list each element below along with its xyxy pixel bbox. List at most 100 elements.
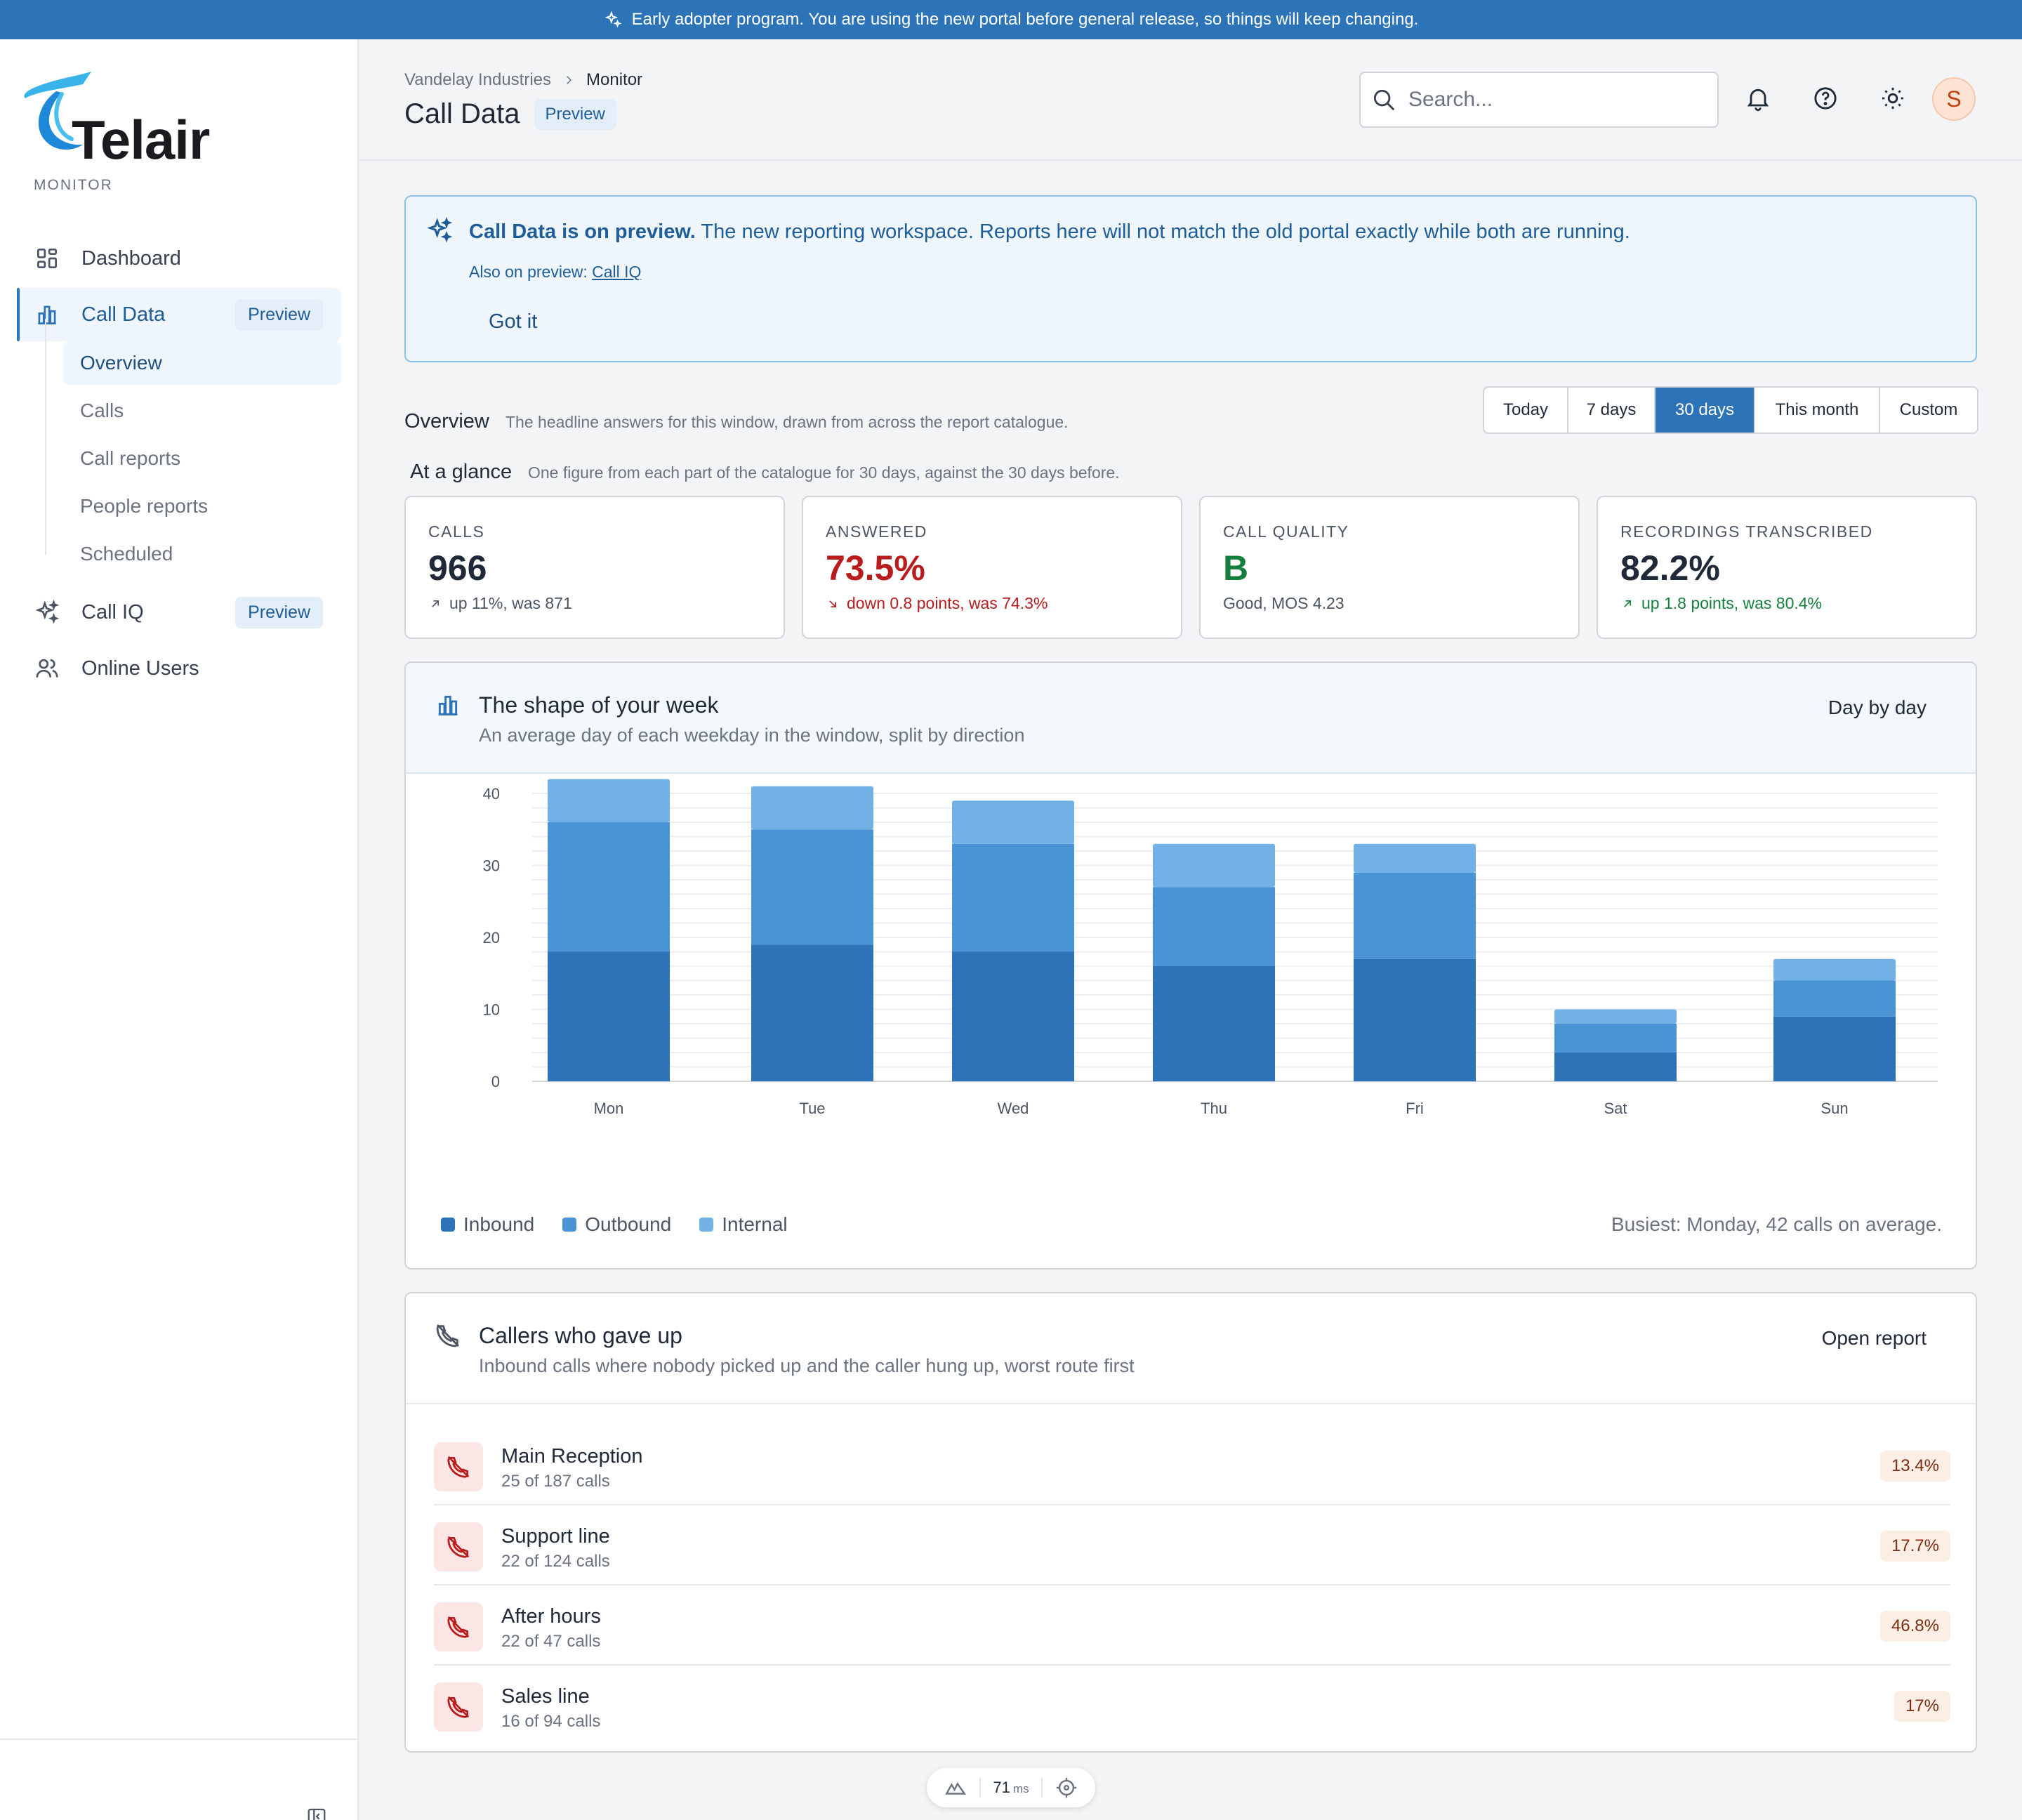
users-icon	[36, 659, 58, 678]
kpi-trend: Good, MOS 4.23	[1223, 594, 1344, 613]
preview-badge: Preview	[235, 298, 323, 331]
theme-sun-icon[interactable]	[1879, 84, 1907, 112]
header-divider	[359, 159, 2022, 161]
route-calls: 16 of 94 calls	[501, 1712, 601, 1731]
legend-swatch	[562, 1218, 577, 1232]
search-input[interactable]: Search...	[1359, 72, 1719, 128]
bar-internal-sun	[1773, 958, 1896, 981]
bar-inbound-thu	[1153, 966, 1275, 1081]
bar-internal-sat	[1554, 1009, 1677, 1024]
kpi-value: B	[1223, 548, 1249, 588]
kpi-trend-text: up 11%, was 871	[449, 594, 572, 612]
got-it-button[interactable]: Got it	[489, 310, 538, 333]
perf-separator	[979, 1778, 982, 1798]
perf-value: 71 ms	[993, 1779, 1029, 1797]
bar-internal-thu	[1153, 843, 1275, 888]
perf-separator	[1040, 1778, 1043, 1798]
kpi-trend: up 11%, was 871	[428, 594, 572, 613]
legend-swatch	[699, 1218, 714, 1232]
route-calls: 22 of 47 calls	[501, 1632, 601, 1651]
sidebar: Telair MONITOR Dashboard Call Data Previ…	[0, 39, 359, 1820]
kpi-card-answered[interactable]: ANSWERED 73.5% down 0.8 points, was 74.3…	[802, 496, 1182, 639]
x-tick-label: Mon	[594, 1100, 624, 1117]
arrow-down-right-icon	[829, 600, 836, 607]
legend-label: Outbound	[585, 1213, 672, 1235]
day-by-day-button[interactable]: Day by day	[1828, 697, 1927, 718]
preview-badge: Preview	[235, 596, 323, 628]
legend-item-outbound[interactable]: Outbound	[562, 1213, 671, 1236]
bar-internal-fri	[1354, 843, 1476, 873]
logo-swoosh-icon	[24, 72, 91, 150]
kpi-label: RECORDINGS TRANSCRIBED	[1620, 522, 1873, 541]
range-7-days[interactable]: 7 days	[1568, 388, 1656, 433]
phone-missed-icon	[447, 1696, 470, 1718]
bar-chart-icon	[38, 305, 56, 325]
page-title: Call Data Preview	[404, 98, 616, 130]
legend-item-inbound[interactable]: Inbound	[441, 1213, 534, 1236]
legend-swatch	[441, 1218, 455, 1232]
search-placeholder: Search...	[1408, 88, 1493, 111]
bell-icon[interactable]	[1744, 84, 1772, 112]
help-icon[interactable]	[1811, 84, 1839, 112]
subnav-item-scheduled[interactable]: Scheduled	[80, 543, 173, 565]
y-tick-label: 20	[483, 929, 500, 947]
kpi-label: CALL QUALITY	[1223, 522, 1349, 541]
list-item[interactable]: After hours 22 of 47 calls 46.8%	[434, 1585, 1950, 1666]
collapse-sidebar-icon[interactable]	[306, 1806, 327, 1820]
sidebar-item-call-data[interactable]: Call Data Preview	[17, 288, 341, 341]
week-card-header: The shape of your week An average day of…	[406, 663, 1976, 774]
breadcrumb-current: Monitor	[586, 70, 643, 89]
kpi-card-recordings-transcribed[interactable]: RECORDINGS TRANSCRIBED 82.2% up 1.8 poin…	[1597, 496, 1977, 639]
glance-desc: One figure from each part of the catalog…	[528, 463, 1120, 482]
kpi-card-call-quality[interactable]: CALL QUALITY B Good, MOS 4.23	[1199, 496, 1580, 639]
early-adopter-banner: Early adopter program. You are using the…	[0, 0, 2022, 39]
perf-indicator[interactable]: 71 ms	[927, 1768, 1095, 1807]
route-icon	[434, 1682, 483, 1732]
subnav-item-overview[interactable]: Overview	[63, 341, 341, 385]
abandon-rate-badge: 13.4%	[1879, 1451, 1950, 1482]
sidebar-item-online-users[interactable]: Online Users	[17, 642, 341, 695]
range-custom[interactable]: Custom	[1899, 400, 1958, 419]
callers-gave-up-card: Callers who gave up Inbound calls where …	[404, 1292, 1977, 1753]
subnav-item-call-reports[interactable]: Call reports	[80, 447, 181, 469]
sidebar-item-call-iq[interactable]: Call IQ Preview	[17, 586, 341, 639]
framework-logo-icon	[945, 1781, 967, 1795]
open-report-button[interactable]: Open report	[1821, 1327, 1927, 1349]
search-icon	[1373, 89, 1395, 111]
bar-outbound-sat	[1554, 1024, 1677, 1053]
y-tick-label: 30	[483, 857, 500, 875]
list-item[interactable]: Support line 22 of 124 calls 17.7%	[434, 1505, 1950, 1585]
call-iq-link[interactable]: Call IQ	[592, 263, 642, 281]
kpi-trend: up 1.8 points, was 80.4%	[1620, 594, 1822, 613]
subnav-item-people-reports[interactable]: People reports	[80, 495, 209, 517]
list-item[interactable]: Main Reception 25 of 187 calls 13.4%	[434, 1425, 1950, 1505]
overview-desc: The headline answers for this window, dr…	[505, 413, 1069, 431]
breadcrumb-org[interactable]: Vandelay Industries	[404, 70, 552, 89]
abandon-rate-badge: 46.8%	[1879, 1611, 1950, 1642]
avatar[interactable]: S	[1932, 77, 1976, 121]
gaveup-card-title: Callers who gave up	[479, 1323, 682, 1348]
bar-internal-tue	[751, 786, 873, 830]
title-preview-badge: Preview	[534, 98, 616, 130]
kpi-card-calls[interactable]: CALLS 966 up 11%, was 871	[404, 496, 785, 639]
abandon-rate-badge: 17.7%	[1879, 1531, 1950, 1562]
range-this-month[interactable]: This month	[1755, 388, 1880, 433]
sidebar-item-dashboard[interactable]: Dashboard	[17, 232, 341, 285]
overview-title: Overview	[404, 410, 489, 433]
legend-item-internal[interactable]: Internal	[699, 1213, 788, 1236]
brand-logo[interactable]: Telair	[15, 63, 233, 171]
route-calls: 25 of 187 calls	[501, 1472, 610, 1491]
x-tick-label: Sat	[1604, 1100, 1627, 1117]
bar-outbound-wed	[952, 843, 1074, 952]
crosshair-icon	[1056, 1777, 1076, 1798]
dashboard-grid-icon	[37, 248, 58, 269]
subnav-item-calls[interactable]: Calls	[80, 400, 124, 421]
list-item[interactable]: Sales line 16 of 94 calls 17%	[434, 1666, 1950, 1746]
bar-chart-icon	[438, 695, 458, 716]
range-today[interactable]: Today	[1484, 388, 1568, 433]
notice-also: Also on preview: Call IQ	[469, 263, 641, 282]
legend-label: Internal	[722, 1213, 788, 1235]
phone-missed-icon	[436, 1324, 460, 1347]
bar-internal-wed	[952, 800, 1074, 844]
range-30-days[interactable]: 30 days	[1656, 388, 1755, 433]
